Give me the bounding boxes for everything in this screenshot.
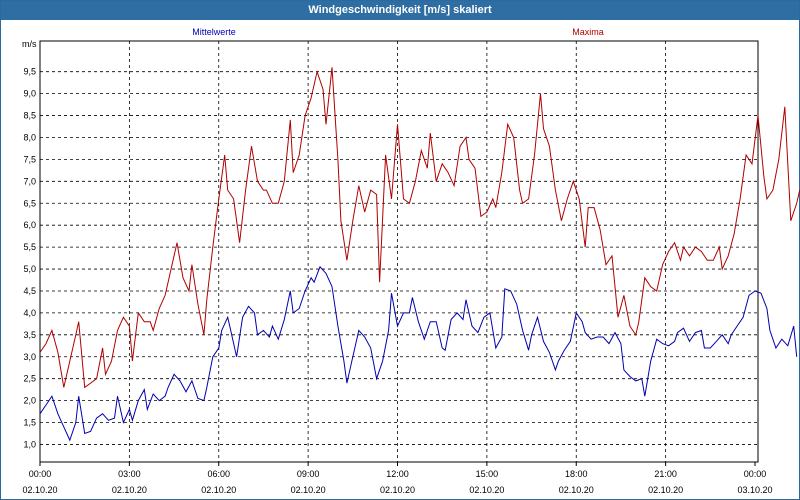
x-tick-date: 02.10.20 (648, 485, 683, 495)
x-tick-date: 03.10.20 (737, 485, 772, 495)
grid-lines (40, 41, 758, 462)
legend-maxima: Maxima (572, 27, 604, 37)
y-tick-label: 1,0 (23, 439, 36, 449)
legend: Mittelwerte Maxima (192, 27, 604, 37)
x-tick-time: 15:00 (476, 469, 499, 479)
y-tick-label: 5,5 (23, 242, 36, 252)
series-mittelwerte-line (39, 265, 798, 442)
x-tick-date: 02.10.20 (469, 485, 504, 495)
y-tick-label: 3,5 (23, 330, 36, 340)
chart-title-bar: Windgeschwindigkeit [m/s] skaliert (1, 1, 799, 20)
y-tick-label: 8,0 (23, 132, 36, 142)
y-tick-label: 1,5 (23, 418, 36, 428)
y-tick-label: 2,5 (23, 374, 36, 384)
x-tick-time: 06:00 (207, 469, 230, 479)
y-tick-label: 6,5 (23, 198, 36, 208)
x-tick-time: 09:00 (297, 469, 320, 479)
x-tick-time: 21:00 (654, 469, 677, 479)
y-tick-label: 5,0 (23, 264, 36, 274)
y-tick-label: 3,0 (23, 352, 36, 362)
y-tick-label: 9,5 (23, 67, 36, 77)
chart-title: Windgeschwindigkeit [m/s] skaliert (308, 4, 492, 16)
y-tick-label: 2,0 (23, 396, 36, 406)
legend-mittelwerte: Mittelwerte (192, 27, 236, 37)
y-tick-label: 9,0 (23, 89, 36, 99)
y-tick-label: 4,5 (23, 286, 36, 296)
y-tick-label: 6,0 (23, 220, 36, 230)
y-tick-label: 8,5 (23, 111, 36, 121)
x-tick-time: 03:00 (118, 469, 141, 479)
y-tick-label: 4,0 (23, 308, 36, 318)
data-series (39, 67, 800, 442)
y-tick-label: 7,0 (23, 176, 36, 186)
x-tick-time: 12:00 (386, 469, 409, 479)
x-tick-time: 00:00 (29, 469, 52, 479)
x-axis: 00:00 02.10.20 03:00 02.10.20 06:00 02.10.20 0… (22, 462, 773, 495)
x-tick-time: 00:00 (744, 469, 767, 479)
series-maxima-line (39, 67, 800, 389)
x-tick-date: 02.10.20 (22, 485, 57, 495)
x-tick-time: 18:00 (565, 469, 588, 479)
x-tick-date: 02.10.20 (380, 485, 415, 495)
x-tick-date: 02.10.20 (291, 485, 326, 495)
plot-area (39, 40, 759, 463)
y-tick-label: 7,5 (23, 154, 36, 164)
x-tick-date: 02.10.20 (559, 485, 594, 495)
x-tick-date: 02.10.20 (112, 485, 147, 495)
y-axis: m/s 1,0 1,5 2,0 2,5 3,0 3,5 4,0 4,5 5,0 5,5 6,0 6,5… (22, 39, 37, 449)
y-axis-label: m/s (22, 39, 37, 49)
x-tick-date: 02.10.20 (201, 485, 236, 495)
